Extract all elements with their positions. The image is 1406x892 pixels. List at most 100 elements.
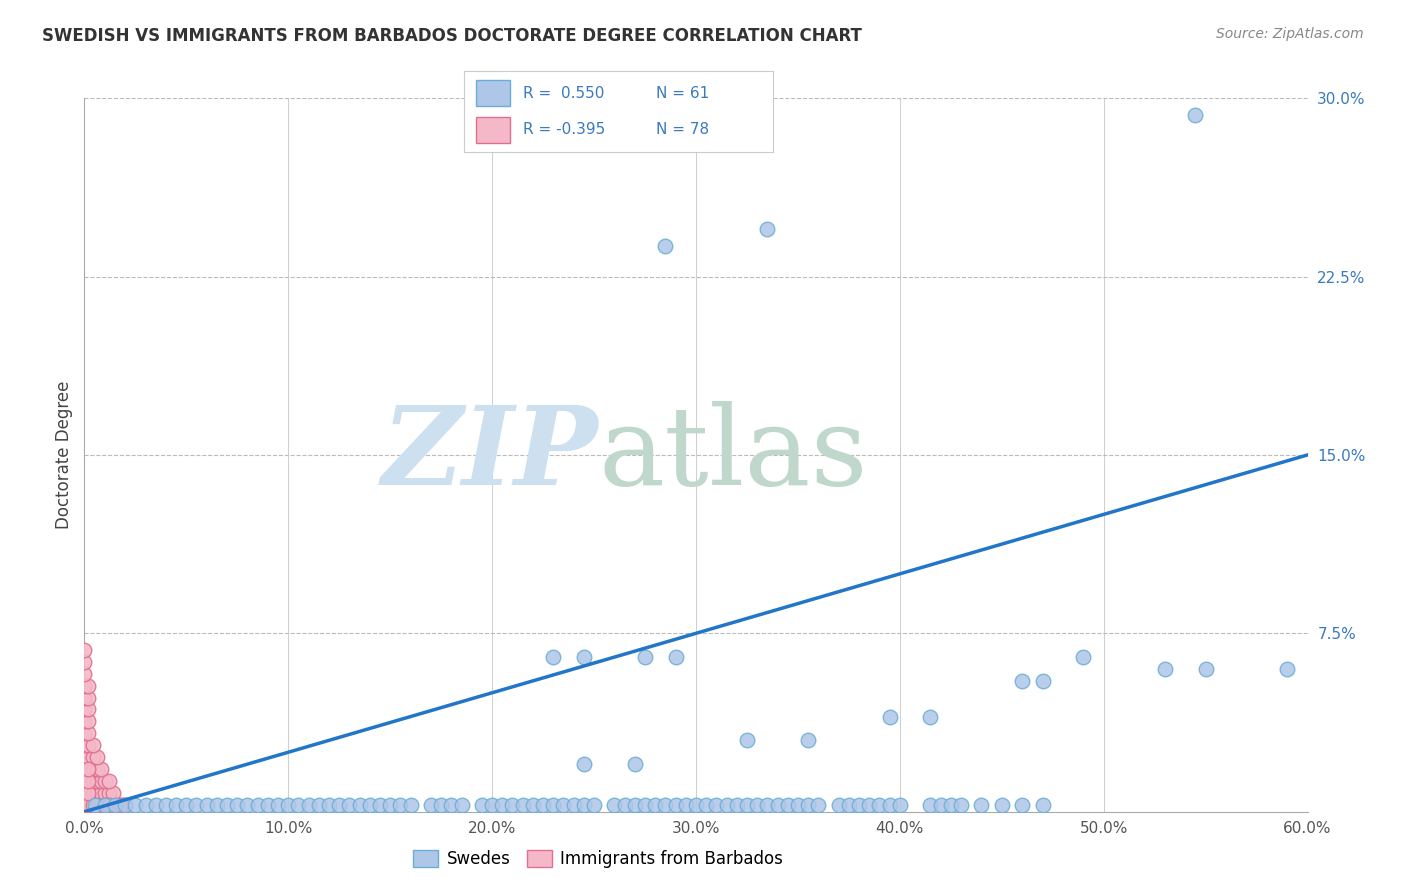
- Point: [77, 786, 100, 800]
- Point: [73, 738, 96, 752]
- Point: [86, 750, 108, 764]
- Point: [155, 797, 177, 812]
- Point: [82, 738, 104, 752]
- Point: [603, 797, 626, 812]
- Point: [205, 797, 228, 812]
- Point: [308, 797, 330, 812]
- Point: [236, 797, 259, 812]
- Point: [77, 797, 100, 812]
- Point: [1195, 662, 1218, 676]
- Point: [644, 797, 666, 812]
- Point: [950, 797, 973, 812]
- Point: [991, 797, 1014, 812]
- Point: [582, 797, 605, 812]
- Point: [970, 797, 993, 812]
- Point: [328, 797, 350, 812]
- Text: N = 78: N = 78: [655, 122, 709, 137]
- Point: [572, 797, 595, 812]
- Point: [77, 762, 100, 776]
- Point: [110, 797, 132, 812]
- Point: [735, 797, 758, 812]
- Point: [101, 786, 124, 800]
- Point: [531, 797, 554, 812]
- Point: [82, 750, 104, 764]
- Point: [675, 797, 697, 812]
- Point: [471, 797, 494, 812]
- Point: [77, 702, 100, 716]
- Point: [787, 797, 810, 812]
- Point: [73, 773, 96, 788]
- Point: [93, 786, 115, 800]
- Point: [82, 773, 104, 788]
- Point: [104, 797, 127, 812]
- Point: [807, 797, 830, 812]
- Point: [174, 797, 197, 812]
- Point: [716, 797, 738, 812]
- Point: [77, 750, 100, 764]
- Point: [879, 797, 901, 812]
- Point: [277, 797, 299, 812]
- Point: [73, 750, 96, 764]
- Point: [77, 726, 100, 740]
- Point: [1275, 662, 1298, 676]
- Point: [389, 797, 412, 812]
- Point: [77, 738, 100, 752]
- FancyBboxPatch shape: [477, 117, 510, 143]
- Point: [165, 797, 187, 812]
- Point: [82, 786, 104, 800]
- Point: [217, 797, 239, 812]
- Point: [450, 797, 472, 812]
- Point: [756, 797, 779, 812]
- Point: [920, 797, 942, 812]
- Point: [766, 797, 789, 812]
- Point: [634, 797, 657, 812]
- Point: [101, 797, 124, 812]
- Point: [86, 786, 108, 800]
- Point: [186, 797, 208, 812]
- Point: [257, 797, 280, 812]
- Point: [1032, 673, 1054, 688]
- Point: [73, 762, 96, 776]
- Point: [298, 797, 321, 812]
- Point: [572, 650, 595, 665]
- Point: [634, 650, 657, 665]
- Point: [349, 797, 371, 812]
- Text: ZIP: ZIP: [381, 401, 598, 508]
- Point: [664, 797, 686, 812]
- Point: [77, 786, 100, 800]
- Point: [86, 773, 108, 788]
- Point: [704, 797, 728, 812]
- Point: [97, 797, 120, 812]
- Text: Source: ZipAtlas.com: Source: ZipAtlas.com: [1216, 27, 1364, 41]
- Point: [797, 797, 820, 812]
- Text: atlas: atlas: [598, 401, 868, 508]
- Point: [86, 762, 108, 776]
- Point: [124, 797, 146, 812]
- Point: [797, 733, 820, 747]
- Point: [440, 797, 463, 812]
- Point: [1011, 673, 1033, 688]
- Point: [83, 797, 105, 812]
- Point: [93, 797, 115, 812]
- Legend: Swedes, Immigrants from Barbados: Swedes, Immigrants from Barbados: [406, 843, 790, 875]
- Point: [1071, 650, 1094, 665]
- Point: [77, 762, 100, 776]
- Point: [226, 797, 249, 812]
- Point: [664, 650, 686, 665]
- Point: [86, 797, 108, 812]
- Point: [82, 797, 104, 812]
- Point: [695, 797, 717, 812]
- Point: [90, 762, 112, 776]
- Point: [747, 797, 769, 812]
- Text: R =  0.550: R = 0.550: [523, 86, 605, 101]
- Point: [114, 797, 136, 812]
- Point: [318, 797, 340, 812]
- Point: [613, 797, 636, 812]
- Point: [654, 797, 676, 812]
- Point: [889, 797, 911, 812]
- Point: [77, 797, 100, 812]
- Point: [491, 797, 513, 812]
- Point: [1153, 662, 1175, 676]
- Point: [195, 797, 218, 812]
- Point: [735, 733, 758, 747]
